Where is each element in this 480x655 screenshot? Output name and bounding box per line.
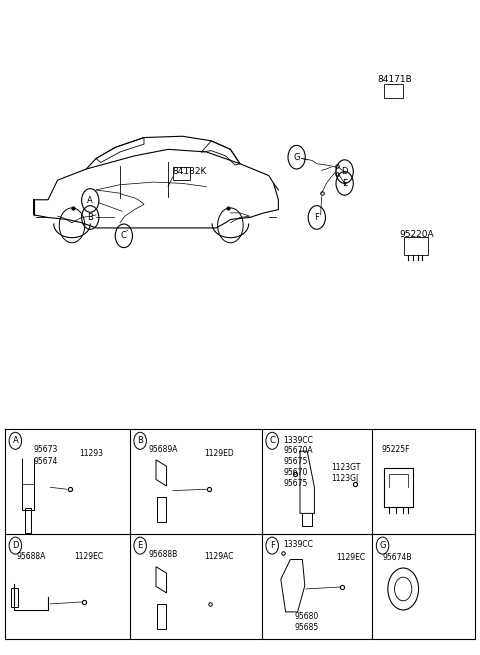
Text: B: B	[137, 436, 143, 445]
Text: 1339CC: 1339CC	[283, 436, 313, 445]
Text: 1129EC: 1129EC	[74, 552, 104, 561]
Bar	[157, 497, 166, 522]
Text: 1339CC: 1339CC	[283, 540, 313, 550]
Text: G: G	[379, 541, 386, 550]
Text: 95688B: 95688B	[149, 550, 178, 559]
Text: G: G	[293, 153, 300, 162]
Text: A: A	[87, 196, 93, 205]
Text: 1123GT
1123GJ: 1123GT 1123GJ	[331, 463, 360, 483]
Text: 95674B: 95674B	[383, 553, 412, 563]
Text: 95688A: 95688A	[17, 552, 46, 561]
Text: 95220A: 95220A	[399, 230, 434, 239]
Bar	[173, 167, 190, 180]
Text: D: D	[12, 541, 19, 550]
Text: 1129AC: 1129AC	[204, 552, 233, 561]
Text: 95689A: 95689A	[149, 445, 178, 455]
Text: 95673
95674: 95673 95674	[34, 445, 58, 466]
Bar	[157, 604, 166, 629]
Text: 1129ED: 1129ED	[204, 449, 234, 458]
Text: 84182K: 84182K	[172, 167, 207, 176]
Bar	[384, 468, 413, 507]
Bar	[384, 84, 403, 98]
Text: 95670A
95675
95670
95675: 95670A 95675 95670 95675	[283, 446, 313, 489]
Text: F: F	[314, 213, 319, 222]
Text: A: A	[12, 436, 18, 445]
Text: 95680
95685: 95680 95685	[294, 612, 319, 632]
Text: 11293: 11293	[79, 449, 103, 458]
Text: 84171B: 84171B	[377, 75, 412, 84]
Bar	[25, 508, 31, 533]
Text: C: C	[121, 231, 127, 240]
Text: E: E	[138, 541, 143, 550]
Bar	[11, 588, 18, 607]
Text: E: E	[342, 179, 347, 188]
Text: 95225F: 95225F	[382, 445, 410, 455]
Text: C: C	[269, 436, 275, 445]
Text: D: D	[341, 167, 348, 176]
Text: F: F	[270, 541, 275, 550]
Text: 1129EC: 1129EC	[336, 553, 365, 563]
Text: B: B	[87, 213, 93, 222]
